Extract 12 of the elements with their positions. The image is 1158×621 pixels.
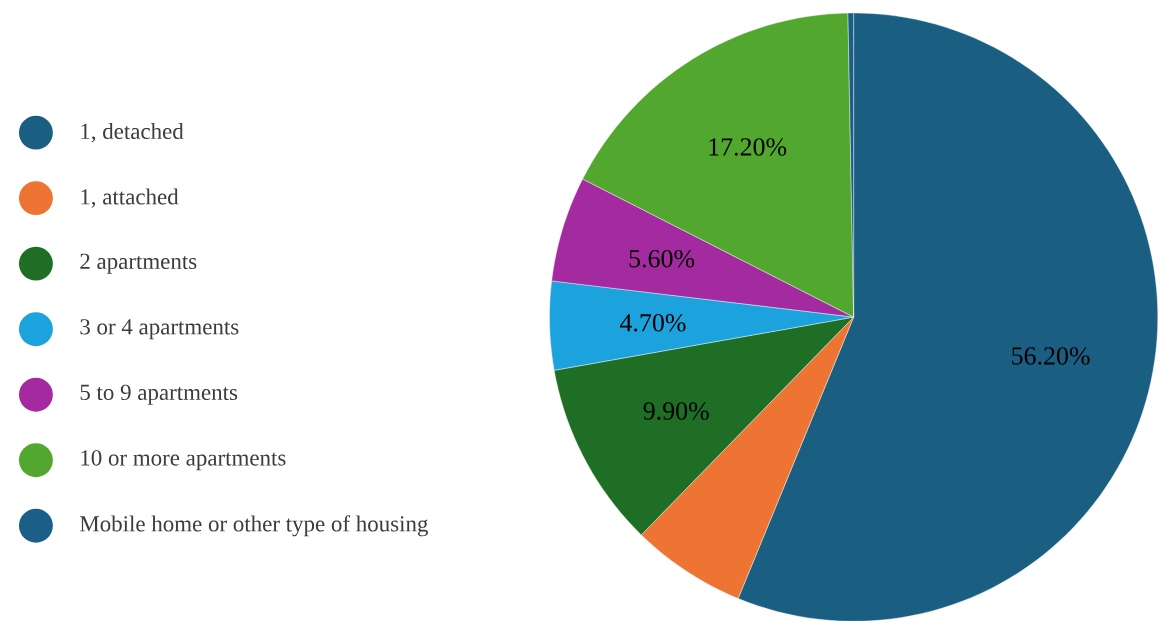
legend-label: 5 to 9 apartments bbox=[80, 384, 238, 405]
legend-label: 2 apartments bbox=[80, 253, 197, 274]
data-label: 56.20% bbox=[1012, 346, 1090, 365]
legend-label: 3 or 4 apartments bbox=[80, 318, 239, 339]
legend-label: 1, detached bbox=[81, 122, 184, 143]
data-label: 17.20% bbox=[709, 137, 787, 156]
legend-label: Mobile home or other type of housing bbox=[79, 514, 428, 537]
data-label: 4.70% bbox=[620, 313, 686, 332]
legend-label: 10 or more apartments bbox=[81, 449, 286, 471]
legend-label: 1, attached bbox=[81, 188, 179, 208]
data-label: 9.90% bbox=[643, 402, 709, 420]
data-label: 5.60% bbox=[629, 249, 695, 268]
